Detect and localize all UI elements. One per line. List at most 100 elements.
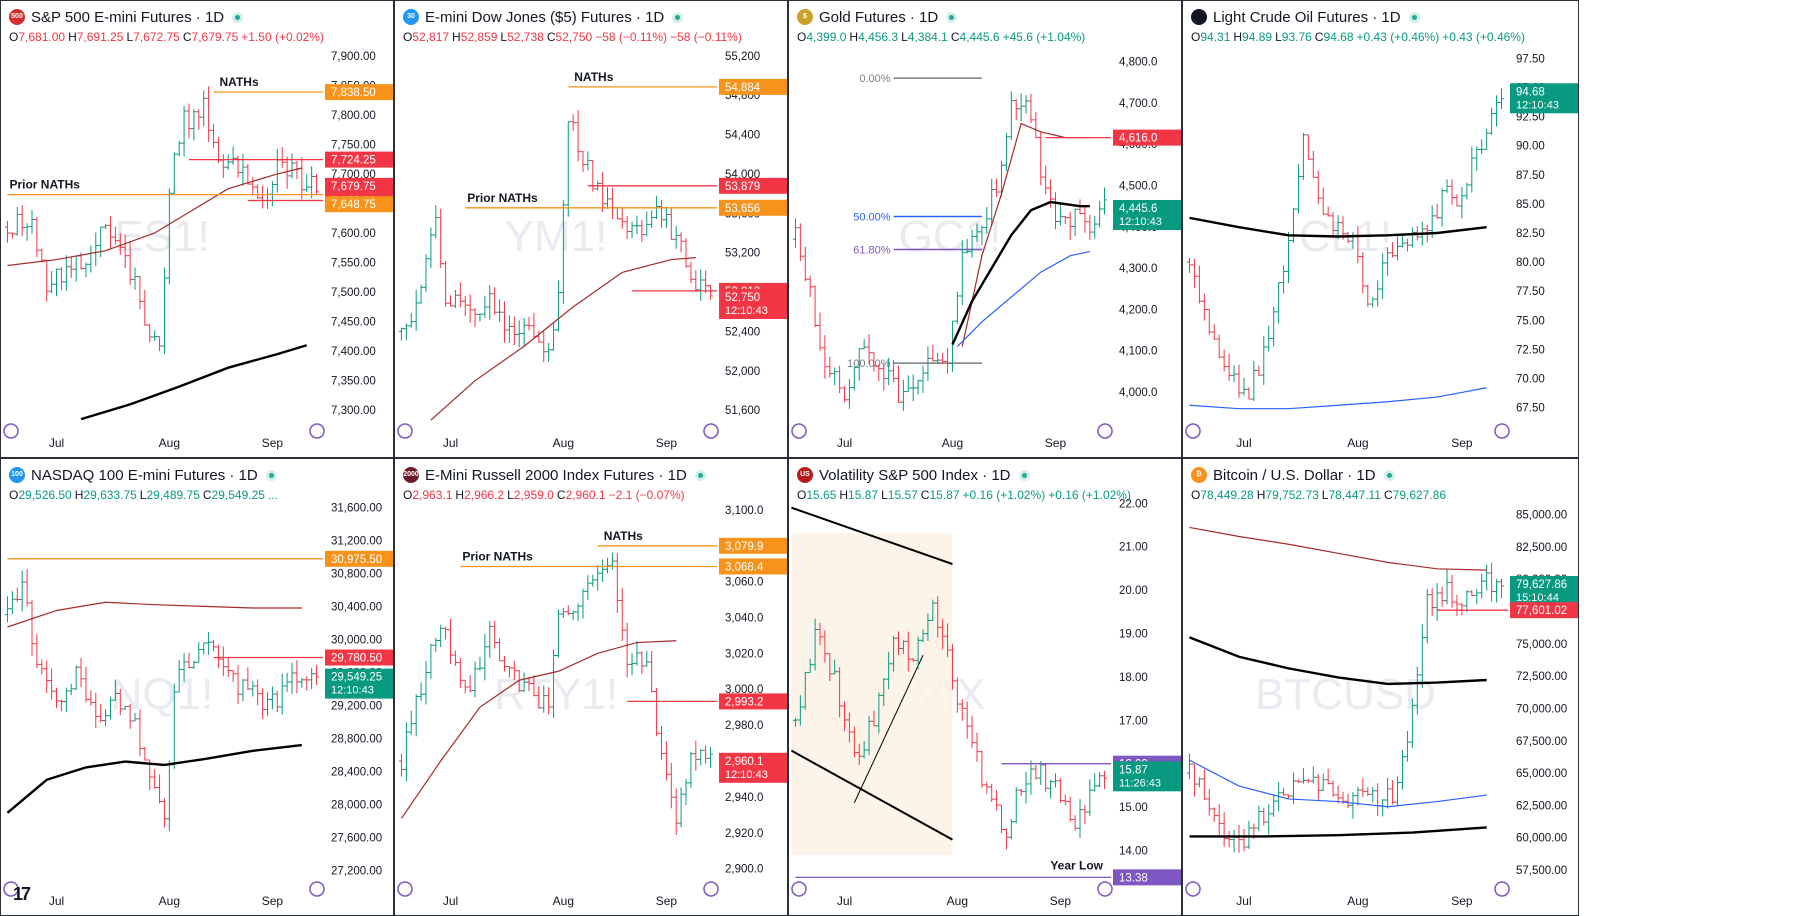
chart-panel-gc[interactable]: GC1! 0.00% 50.00% 61.80% 100.00% 4,800.0 4,700… <box>788 0 1182 458</box>
candle <box>1419 624 1425 688</box>
candle <box>1320 187 1326 216</box>
candle <box>269 686 275 710</box>
candle <box>1469 590 1475 596</box>
symbol-title[interactable]: E-Mini Russell 2000 Index Futures · 1D <box>425 466 687 484</box>
candle <box>294 660 300 694</box>
scroll-left-icon[interactable] <box>791 423 807 439</box>
candle <box>408 313 414 328</box>
candle <box>1295 779 1301 784</box>
candle <box>555 280 561 332</box>
candle <box>693 740 699 771</box>
panel-header[interactable]: US Volatility S&P 500 Index · 1D <box>797 465 1030 485</box>
candle <box>812 285 818 328</box>
panel-header[interactable]: $ Gold Futures · 1D <box>797 7 958 27</box>
candle <box>1424 588 1430 644</box>
scroll-left-icon[interactable] <box>1185 423 1201 439</box>
y-tick-label: 4,300.0 <box>1119 263 1157 275</box>
blue-ma-line <box>956 250 1090 347</box>
scroll-left-icon[interactable] <box>1185 881 1201 897</box>
candle <box>1286 231 1292 283</box>
y-tick-label: 82,500.00 <box>1516 542 1567 554</box>
scroll-right-icon[interactable] <box>1494 881 1510 897</box>
panel-header[interactable]: Light Crude Oil Futures · 1D <box>1191 7 1420 27</box>
candle <box>299 677 305 688</box>
symbol-title[interactable]: Volatility S&P 500 Index · 1D <box>819 466 1011 484</box>
symbol-logo-icon: US <box>797 467 813 483</box>
candle <box>1444 179 1450 193</box>
y-tick-label: 7,400.00 <box>331 346 376 358</box>
chart-panel-cl[interactable]: CL1!97.5095.0092.5090.0087.5085.0082.508… <box>1182 0 1579 458</box>
chart-panel-nq[interactable]: NQ1! 31,600.00 31,200.00 30,800.00 30,400.00… <box>0 458 394 916</box>
y-tick-label: 15.00 <box>1119 802 1148 814</box>
candle <box>1072 208 1078 236</box>
scroll-right-icon[interactable] <box>703 423 719 439</box>
candle <box>668 762 674 809</box>
scroll-right-icon[interactable] <box>703 881 719 897</box>
candle <box>240 154 246 186</box>
price-label-bg-4 <box>719 289 787 319</box>
scroll-right-icon[interactable] <box>1097 423 1113 439</box>
x-tick-label: Jul <box>49 894 64 908</box>
candle <box>1345 793 1351 808</box>
chart-panel-vix[interactable]: VIXYear Low22.0021.0020.0019.0018.0017.0… <box>788 458 1182 916</box>
candle <box>876 692 882 734</box>
candle <box>565 605 571 616</box>
symbol-title[interactable]: NASDAQ 100 E-mini Futures · 1D <box>31 466 258 484</box>
symbol-title[interactable]: Bitcoin / U.S. Dollar · 1D <box>1213 466 1376 484</box>
scroll-left-icon[interactable] <box>397 881 413 897</box>
y-tick-label: 67.50 <box>1516 403 1545 415</box>
tradingview-logo[interactable]: 17 <box>13 884 31 904</box>
watermark-nq: NQ1! <box>111 670 214 719</box>
candle <box>585 151 591 171</box>
candle <box>1395 776 1401 806</box>
candle <box>260 688 266 719</box>
candle <box>1023 772 1029 804</box>
y-tick-label: 22.00 <box>1119 498 1148 510</box>
chart-panel-btc[interactable]: BTCUSD85,000.0082,500.0080,000.0077,500.… <box>1182 458 1579 916</box>
panel-header[interactable]: 100 NASDAQ 100 E-mini Futures · 1D <box>9 465 277 485</box>
candle <box>487 620 493 658</box>
candle <box>807 275 813 298</box>
candle <box>225 154 231 171</box>
y-tick-label: 29,200.00 <box>331 700 382 712</box>
x-tick-label: Aug <box>553 894 574 908</box>
symbol-title[interactable]: Gold Futures · 1D <box>819 8 939 26</box>
candle <box>1226 353 1232 381</box>
symbol-title[interactable]: E-mini Dow Jones ($5) Futures · 1D <box>425 8 665 26</box>
candle <box>935 352 941 364</box>
scroll-left-icon[interactable] <box>3 881 19 897</box>
panel-header[interactable]: 30 E-mini Dow Jones ($5) Futures · 1D <box>403 7 684 27</box>
chart-panel-ym[interactable]: YM1! NATHs Prior NATHs 55,200 54,800 54,400 54… <box>394 0 788 458</box>
candle <box>1048 779 1054 799</box>
candle <box>215 644 221 669</box>
candle <box>457 282 463 308</box>
candle <box>289 662 295 694</box>
candle <box>609 552 615 570</box>
scroll-right-icon[interactable] <box>1494 423 1510 439</box>
scroll-right-icon[interactable] <box>309 423 325 439</box>
candle <box>1399 749 1405 790</box>
candle <box>1246 387 1252 400</box>
candle <box>196 109 202 130</box>
panel-header[interactable]: 2000 E-Mini Russell 2000 Index Futures · … <box>403 465 706 485</box>
price-label-0: 30,975.50 <box>331 554 382 566</box>
panel-header[interactable]: 500 S&P 500 E-mini Futures · 1D <box>9 7 244 27</box>
candle <box>44 259 50 302</box>
fib-label-0: 0.00% <box>859 73 890 85</box>
scroll-left-icon[interactable] <box>791 881 807 897</box>
market-status-icon <box>946 11 958 23</box>
scroll-left-icon[interactable] <box>397 423 413 439</box>
candle <box>910 374 916 402</box>
price-label-bg-0 <box>719 78 787 95</box>
scroll-right-icon[interactable] <box>309 881 325 897</box>
symbol-title[interactable]: S&P 500 E-mini Futures · 1D <box>31 8 225 26</box>
scroll-left-icon[interactable] <box>3 423 19 439</box>
panel-header[interactable]: ₿ Bitcoin / U.S. Dollar · 1D <box>1191 465 1395 485</box>
candle <box>521 672 527 693</box>
level-label-0: NATHs <box>220 75 259 89</box>
scroll-right-icon[interactable] <box>1097 881 1113 897</box>
symbol-title[interactable]: Light Crude Oil Futures · 1D <box>1213 8 1401 26</box>
